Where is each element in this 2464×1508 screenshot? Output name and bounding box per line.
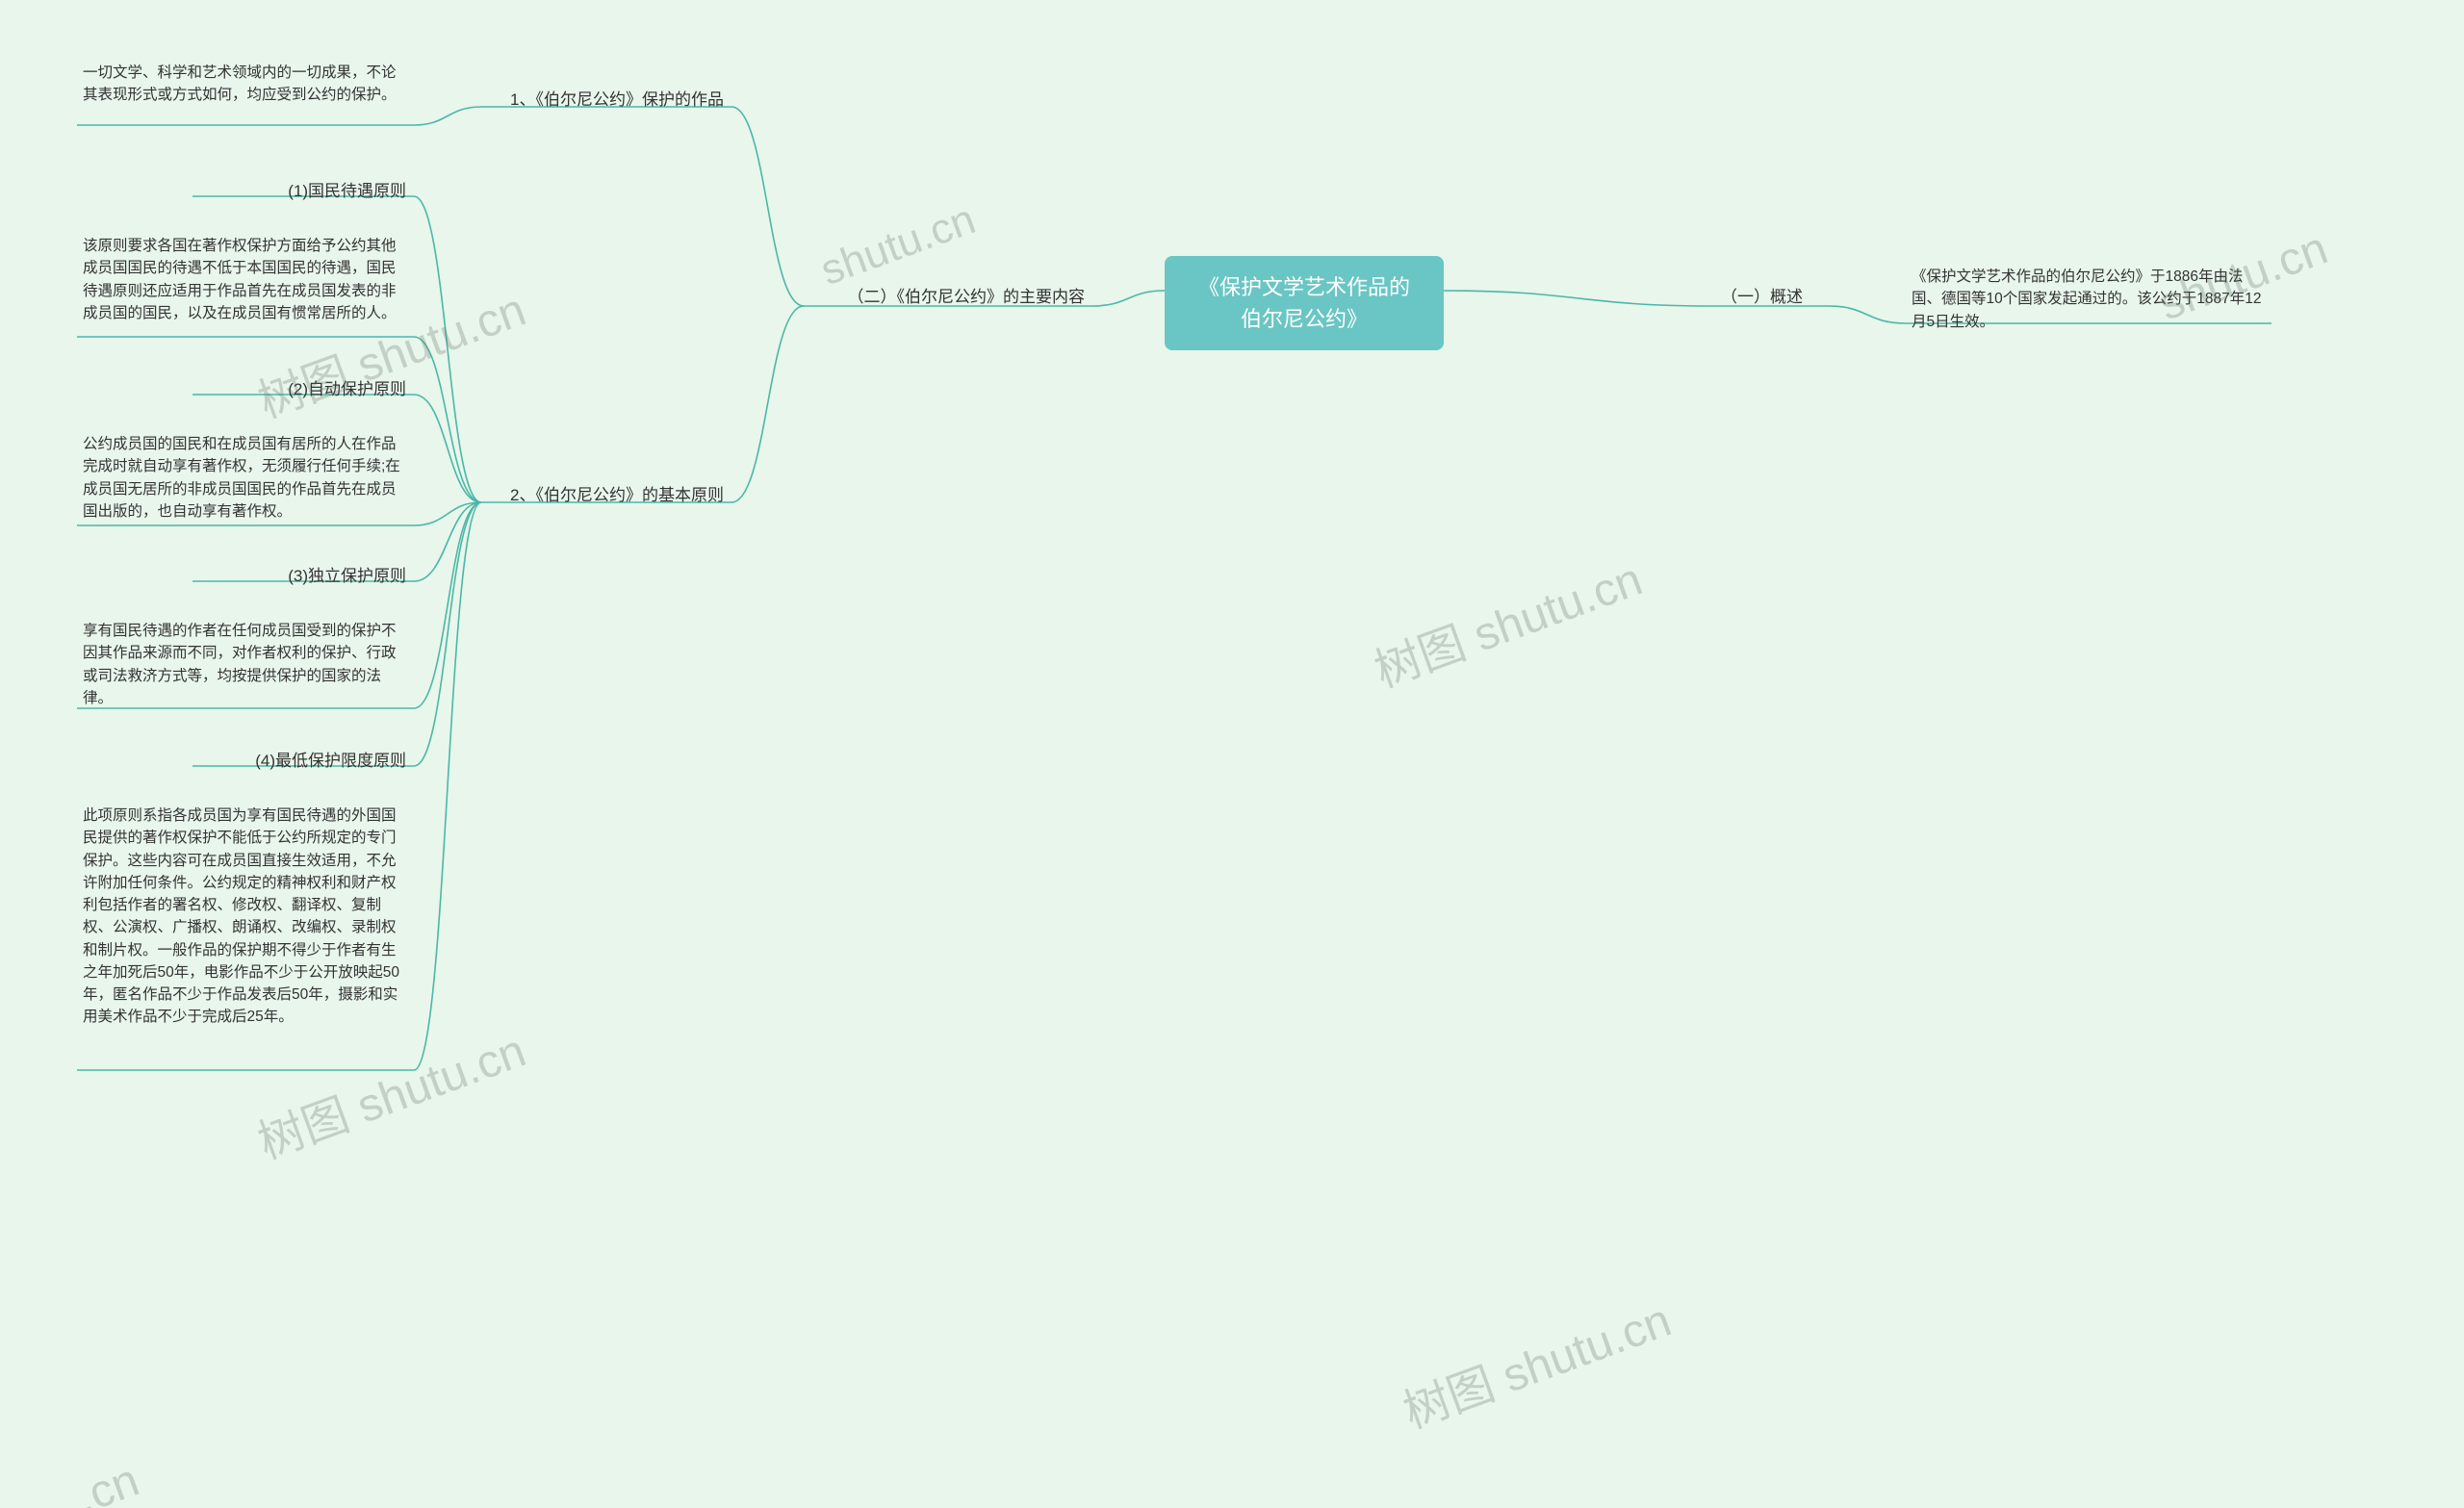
principle-2-detail-text: 公约成员国的国民和在成员国有居所的人在作品完成时就自动享有著作权，无须履行任何手… <box>83 436 400 520</box>
principle-1-detail-text: 该原则要求各国在著作权保护方面给予公约其他成员国国民的待遇不低于本国国民的待遇，… <box>83 238 397 321</box>
watermark: 树图 shutu.cn <box>247 1012 533 1171</box>
root-node: 《保护文学艺术作品的伯尔尼公约》 <box>1165 256 1444 350</box>
principle-4-detail-text: 此项原则系指各成员国为享有国民待遇的外国国民提供的著作权保护不能低于公约所规定的… <box>83 807 399 1025</box>
branch-overview: （一）概述 <box>1713 279 1829 316</box>
watermark: .cn <box>70 1454 146 1508</box>
principle-2-detail: 公约成员国的国民和在成员国有居所的人在作品完成时就自动享有著作权，无须履行任何手… <box>77 429 414 526</box>
branch-main-content-label: （二）《伯尔尼公约》的主要内容 <box>848 288 1086 306</box>
principle-3-title-text: (3)独立保护原则 <box>288 567 406 585</box>
principle-1-detail: 该原则要求各国在著作权保护方面给予公约其他成员国国民的待遇不低于本国国民的待遇，… <box>77 231 414 328</box>
principle-4-detail: 此项原则系指各成员国为享有国民待遇的外国国民提供的著作权保护不能低于公约所规定的… <box>77 801 414 1033</box>
branch-basic-principles: 2、《伯尔尼公约》的基本原则 <box>481 477 732 514</box>
leaf-overview-detail: 《保护文学艺术作品的伯尔尼公约》于1886年由法国、德国等10个国家发起通过的。… <box>1906 262 2272 337</box>
principle-4-title: (4)最低保护限度原则 <box>192 743 414 780</box>
branch-protected-works-label: 1、《伯尔尼公约》保护的作品 <box>510 90 724 109</box>
branch-overview-label: （一）概述 <box>1721 288 1803 306</box>
branch-basic-principles-label: 2、《伯尔尼公约》的基本原则 <box>510 486 724 504</box>
principle-1-title: (1)国民待遇原则 <box>192 173 414 210</box>
principle-3-detail-text: 享有国民待遇的作者在任何成员国受到的保护不因其作品来源而不同，对作者权利的保护、… <box>83 623 397 706</box>
principle-3-detail: 享有国民待遇的作者在任何成员国受到的保护不因其作品来源而不同，对作者权利的保护、… <box>77 616 414 713</box>
leaf-overview-detail-text: 《保护文学艺术作品的伯尔尼公约》于1886年由法国、德国等10个国家发起通过的。… <box>1912 268 2261 330</box>
branch-protected-works: 1、《伯尔尼公约》保护的作品 <box>481 82 732 118</box>
leaf-protected-works-detail: 一切文学、科学和艺术领域内的一切成果，不论其表现形式或方式如何，均应受到公约的保… <box>77 58 414 111</box>
mindmap-canvas: { "colors": { "background": "#e8f6eb", "… <box>0 0 2464 1508</box>
principle-4-title-text: (4)最低保护限度原则 <box>255 752 406 770</box>
principle-2-title: (2)自动保护原则 <box>192 371 414 408</box>
watermark: 树图 shutu.cn <box>1364 541 1650 700</box>
principle-2-title-text: (2)自动保护原则 <box>288 380 406 398</box>
branch-main-content: （二）《伯尔尼公约》的主要内容 <box>804 279 1092 316</box>
leaf-protected-works-detail-text: 一切文学、科学和艺术领域内的一切成果，不论其表现形式或方式如何，均应受到公约的保… <box>83 64 397 103</box>
principle-3-title: (3)独立保护原则 <box>192 558 414 595</box>
principle-1-title-text: (1)国民待遇原则 <box>288 182 406 200</box>
root-label: 《保护文学艺术作品的伯尔尼公约》 <box>1198 275 1410 331</box>
watermark: 树图 shutu.cn <box>1393 1282 1679 1441</box>
